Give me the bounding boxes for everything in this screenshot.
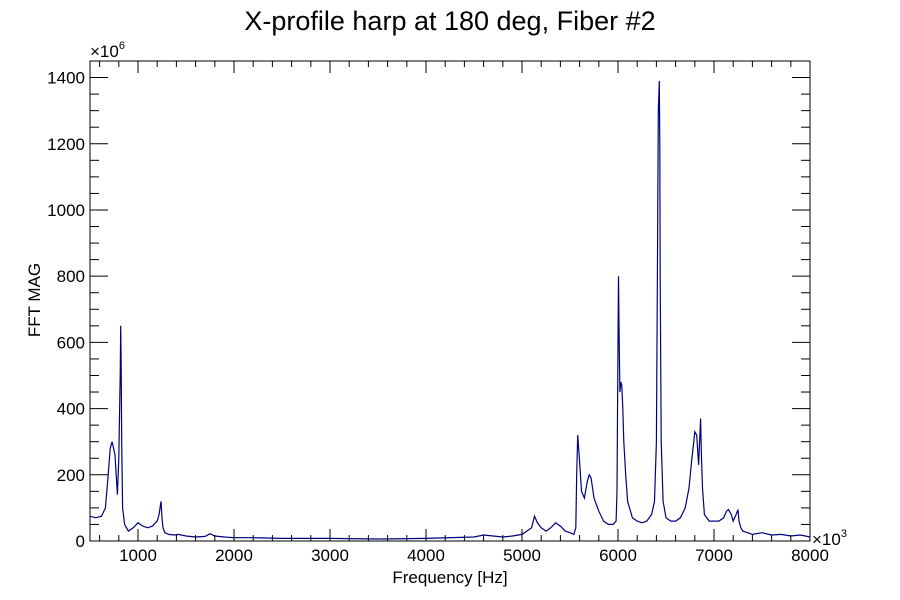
y-axis: 0 200 400 600 800 1000 1200 1400 bbox=[47, 60, 810, 551]
x-tick-label: 2000 bbox=[215, 546, 253, 565]
x-axis: 1000 2000 3000 4000 5000 6000 7000 8000 bbox=[99, 61, 829, 565]
x-axis-multiplier: ×103 bbox=[812, 528, 847, 549]
spectrum-line bbox=[89, 80, 811, 540]
y-axis-label: FFT MAG bbox=[25, 263, 44, 337]
y-tick-label: 400 bbox=[57, 400, 85, 419]
y-tick-label: 0 bbox=[76, 532, 85, 551]
y-multiplier-exp: 6 bbox=[119, 40, 125, 52]
plot-frame bbox=[89, 60, 811, 542]
x-multiplier-exp: 3 bbox=[841, 528, 847, 540]
x-axis-label: Frequency [Hz] bbox=[392, 568, 507, 587]
y-tick-label: 200 bbox=[57, 466, 85, 485]
y-tick-label: 600 bbox=[57, 333, 85, 352]
x-multiplier-base: ×10 bbox=[812, 530, 841, 549]
x-tick-label: 7000 bbox=[695, 546, 733, 565]
y-tick-label: 800 bbox=[57, 267, 85, 286]
x-tick-label: 4000 bbox=[407, 546, 445, 565]
y-axis-multiplier: ×106 bbox=[90, 40, 125, 61]
y-tick-label: 1000 bbox=[47, 201, 85, 220]
y-tick-label: 1400 bbox=[47, 69, 85, 88]
chart-title: X-profile harp at 180 deg, Fiber #2 bbox=[244, 6, 655, 36]
x-tick-label: 8000 bbox=[791, 546, 829, 565]
x-tick-label: 6000 bbox=[599, 546, 637, 565]
x-tick-label: 5000 bbox=[503, 546, 541, 565]
x-tick-label: 1000 bbox=[119, 546, 157, 565]
plot-area bbox=[89, 60, 811, 542]
x-tick-label: 3000 bbox=[311, 546, 349, 565]
y-tick-label: 1200 bbox=[47, 135, 85, 154]
y-multiplier-base: ×10 bbox=[90, 42, 119, 61]
